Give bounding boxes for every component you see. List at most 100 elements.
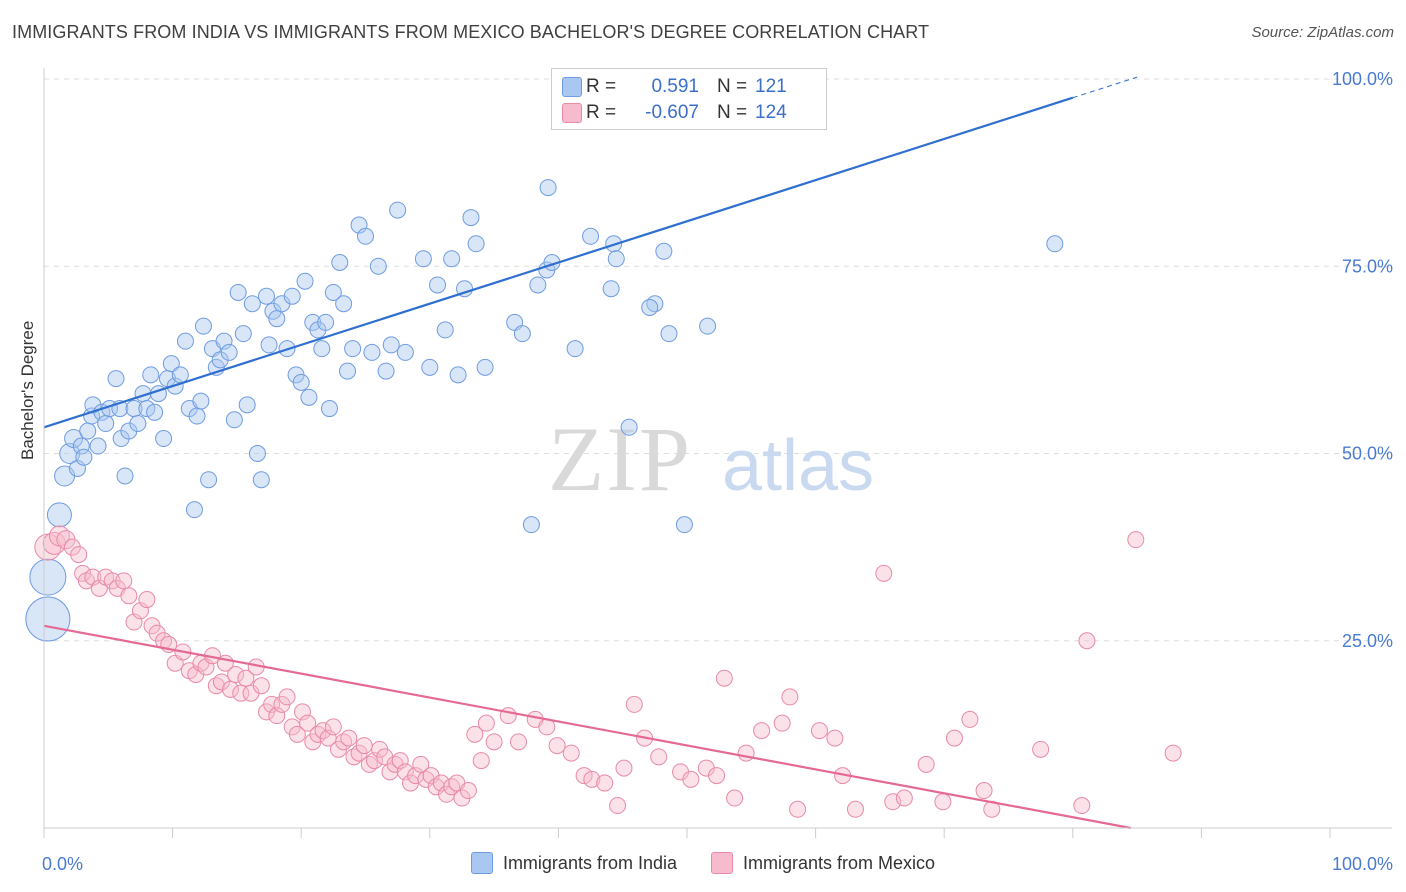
- india-point: [138, 400, 156, 418]
- mexico-point: [1078, 632, 1096, 650]
- india-point: [513, 325, 531, 343]
- india-point: [522, 516, 540, 534]
- india-point: [155, 430, 173, 448]
- trend-line-india: [43, 96, 1074, 429]
- india-point: [234, 325, 252, 343]
- india-point: [248, 445, 266, 462]
- india-point: [225, 411, 243, 429]
- grid-lines: [44, 78, 1392, 642]
- india-point: [260, 336, 278, 354]
- tick-labels: 25.0% 50.0% 75.0% 100.0% 0.0% 100.0%: [42, 69, 1393, 874]
- trend-line-india-extension: [1072, 76, 1138, 99]
- india-point: [97, 415, 115, 433]
- mexico-point: [625, 695, 643, 713]
- india-point: [660, 325, 678, 343]
- mexico-point: [432, 774, 450, 792]
- mexico-point: [682, 770, 700, 788]
- mexico-point: [355, 737, 373, 755]
- legend-label-india: Immigrants from India: [502, 852, 677, 873]
- mexico-point: [961, 710, 979, 728]
- series-mexico: [34, 525, 1182, 818]
- chart-source: Source: ZipAtlas.com: [1251, 24, 1394, 41]
- india-point: [283, 287, 301, 305]
- legend-item-india[interactable]: Immigrants from India: [470, 852, 677, 874]
- mexico-point: [846, 800, 864, 818]
- n-label: N =: [717, 76, 748, 97]
- mexico-point: [324, 718, 342, 736]
- india-point: [200, 471, 218, 489]
- mexico-point: [472, 752, 490, 770]
- mexico-point: [773, 714, 791, 732]
- mexico-point: [391, 752, 409, 770]
- mexico-point: [138, 591, 156, 609]
- mexico-point: [115, 572, 133, 590]
- india-point: [185, 501, 203, 519]
- india-point: [449, 366, 467, 384]
- india-point: [220, 343, 238, 361]
- r-value: -0.607: [645, 102, 699, 123]
- mexico-point: [708, 767, 726, 785]
- india-point: [146, 403, 164, 421]
- india-point: [257, 287, 275, 305]
- india-point: [238, 396, 256, 414]
- stats-row-mexico: R = -0.607 N = 124: [562, 101, 787, 125]
- mexico-point: [407, 767, 425, 785]
- mexico-point: [945, 729, 963, 747]
- india-point: [75, 448, 93, 466]
- mexico-point: [1127, 531, 1145, 549]
- india-point: [582, 227, 600, 245]
- india-point: [268, 310, 286, 328]
- india-point: [675, 516, 693, 534]
- r-label: R =: [586, 76, 617, 97]
- trend-lines: [43, 76, 1138, 830]
- stats-legend: R = 0.591 N = 121 R = -0.607 N = 124: [551, 68, 827, 130]
- mexico-point: [120, 587, 138, 605]
- mexico-point: [575, 767, 593, 785]
- india-point: [46, 502, 72, 528]
- n-label: N =: [717, 102, 748, 123]
- mexico-point: [366, 752, 384, 770]
- india-point: [699, 317, 717, 335]
- axes: [43, 68, 1392, 838]
- legend-item-mexico[interactable]: Immigrants from Mexico: [711, 852, 935, 874]
- india-point: [429, 276, 447, 294]
- india-point: [462, 209, 480, 227]
- india-point: [176, 332, 194, 350]
- india-point: [252, 471, 270, 489]
- mexico-point: [583, 770, 601, 788]
- india-point: [389, 201, 407, 219]
- india-point: [357, 227, 374, 245]
- india-point: [602, 280, 620, 298]
- india-point: [25, 596, 71, 642]
- india-point: [162, 355, 180, 373]
- x-tick-label: 100.0%: [1332, 854, 1393, 874]
- india-point: [89, 437, 107, 455]
- legend: Immigrants from India Immigrants from Me…: [0, 852, 1406, 874]
- india-point: [607, 250, 625, 268]
- mexico-point: [293, 703, 311, 721]
- mexico-point: [737, 744, 755, 762]
- mexico-point: [396, 763, 414, 781]
- mexico-point: [466, 725, 484, 743]
- mexico-point: [917, 755, 935, 773]
- india-point: [335, 295, 353, 313]
- y-axis-label: Bachelor's Degree: [18, 320, 37, 460]
- india-point: [142, 366, 160, 384]
- mexico-point: [510, 733, 528, 751]
- mexico-point: [609, 797, 627, 815]
- mexico-point: [237, 669, 255, 687]
- india-point: [192, 392, 210, 410]
- mexico-point: [810, 722, 828, 740]
- mexico-point: [781, 688, 799, 706]
- india-point: [539, 179, 557, 197]
- mexico-point: [1164, 744, 1182, 762]
- india-point: [382, 336, 400, 354]
- legend-label-mexico: Immigrants from Mexico: [743, 852, 936, 873]
- mexico-point: [221, 680, 239, 698]
- india-point: [229, 283, 247, 301]
- mexico-point: [340, 729, 358, 747]
- india-point: [414, 250, 432, 268]
- mexico-point: [70, 546, 88, 564]
- y-tick-label: 25.0%: [1342, 631, 1393, 651]
